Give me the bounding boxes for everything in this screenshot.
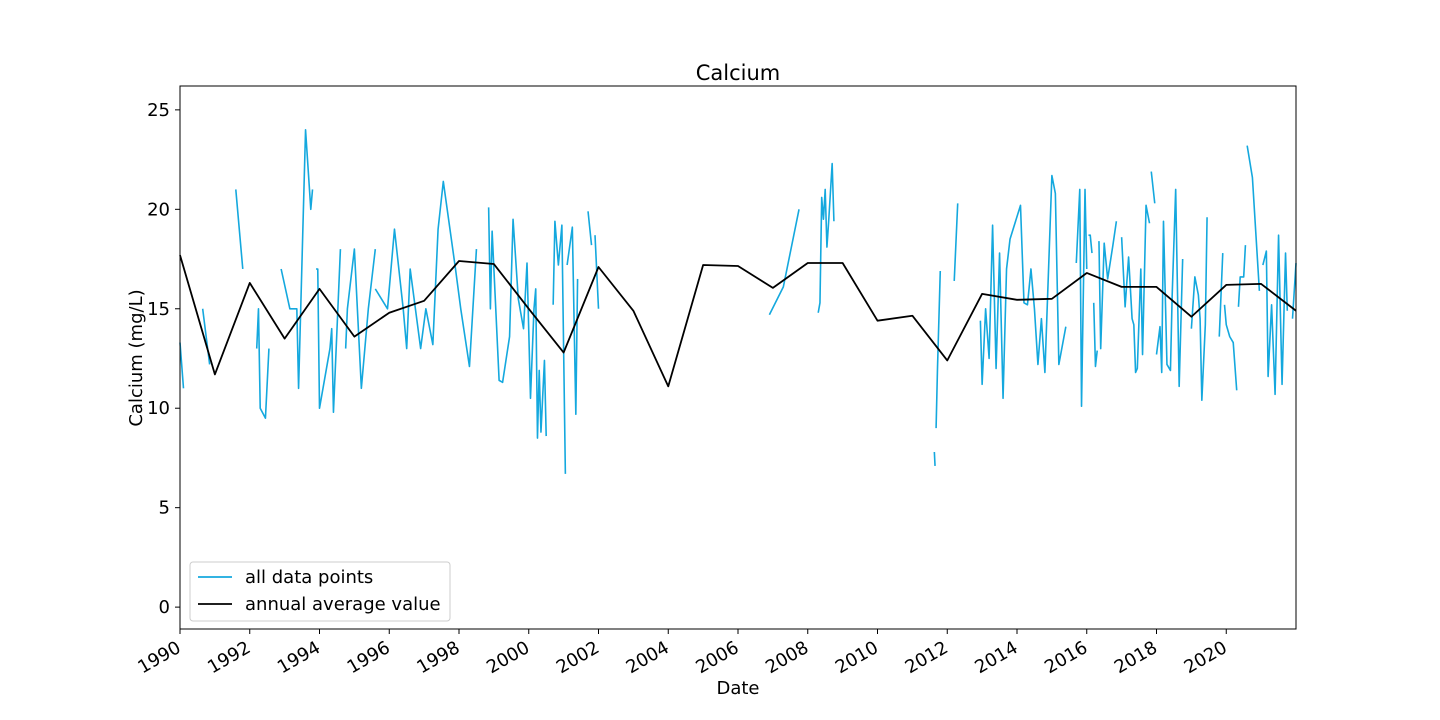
y-tick-label: 5 <box>159 498 170 519</box>
data-line <box>179 128 1297 474</box>
y-tick-label: 0 <box>159 597 170 618</box>
chart-title: Calcium <box>696 61 781 85</box>
legend-box <box>189 561 451 622</box>
y-axis-label: Calcium (mg/L) <box>126 289 147 426</box>
x-axis-label: Date <box>716 678 759 699</box>
legend-label: all data points <box>245 567 373 588</box>
y-tick-label: 15 <box>147 299 170 320</box>
y-tick-label: 20 <box>147 199 170 220</box>
data-line <box>179 254 1297 388</box>
plot-frame <box>179 85 1297 630</box>
y-tick-label: 10 <box>147 398 170 419</box>
y-tick-label: 25 <box>147 100 170 121</box>
legend-label: annual average value <box>245 594 441 615</box>
